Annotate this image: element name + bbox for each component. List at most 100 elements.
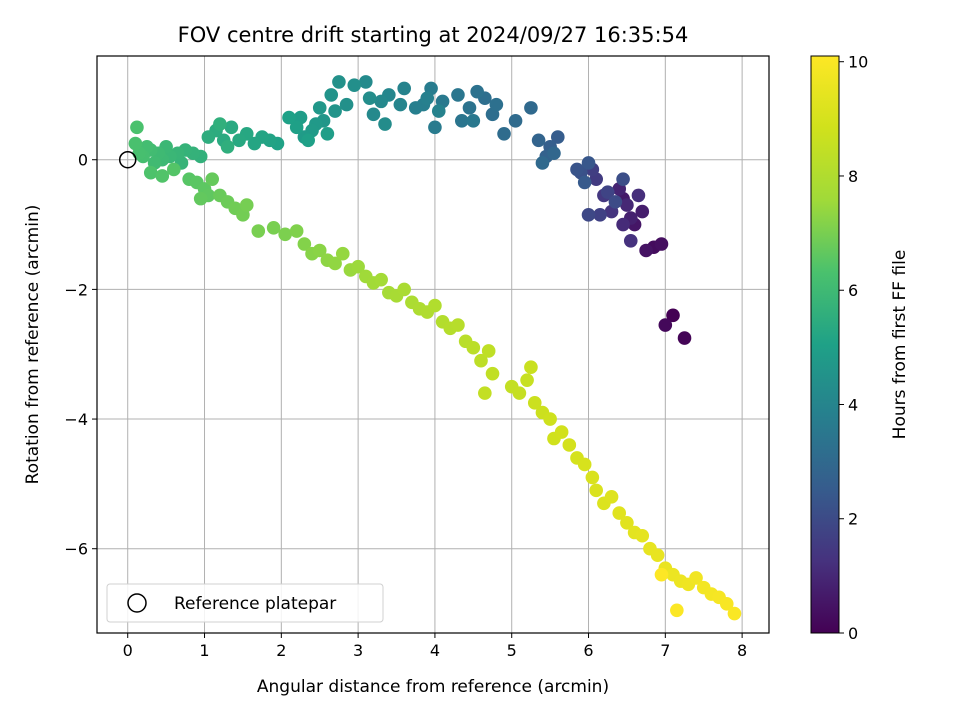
colorbar-label: Hours from first FF file [890,250,910,440]
data-point [301,133,316,148]
y-axis-label: Rotation from reference (arcmin) [23,205,43,485]
data-point [508,114,523,128]
data-point [320,126,335,141]
legend-marker-reference [127,593,147,613]
data-point [324,88,339,102]
data-point [359,75,373,89]
data-point [339,97,354,112]
data-point [658,318,673,332]
data-point [589,483,603,498]
data-point [128,136,143,151]
data-point [374,272,388,287]
data-point [577,175,592,190]
data-point [562,438,577,452]
data-point [727,606,742,621]
data-point [512,386,527,400]
y-tick-label: −6 [64,540,88,559]
data-point [397,81,412,96]
data-point [650,548,665,563]
data-point [527,396,542,410]
colorbar: 0 2 4 6 8 10 Hours from first FF file [810,53,910,643]
data-point [232,133,246,148]
data-point [351,259,365,274]
y-tick-label: 0 [78,151,88,170]
data-point [205,172,219,186]
data-point [332,75,346,89]
x-tick-label: 2 [276,641,286,660]
data-point [397,282,412,297]
data-point [462,101,477,115]
data-point [604,490,619,504]
data-point [616,217,630,232]
data-point [282,110,296,125]
colorbar-tick-label: 2 [848,510,858,529]
data-point [543,412,557,426]
data-point [455,114,469,128]
x-tick-label: 5 [507,641,517,660]
data-point [485,366,500,381]
data-point [201,130,216,144]
data-point [408,101,423,115]
data-point [378,117,392,131]
data-point [289,120,304,135]
data-point [266,221,281,235]
x-axis-label: Angular distance from reference (arcmin) [257,677,609,697]
data-point [193,191,208,206]
data-point [466,340,481,355]
scatter-points [118,75,742,621]
colorbar-gradient [810,55,840,634]
reference-platepar-marker [118,150,137,169]
data-point [247,136,262,151]
data-point [143,165,158,180]
data-point [600,185,615,199]
data-point [478,386,492,400]
data-point [593,208,607,222]
data-point [631,188,646,203]
data-point [489,97,504,112]
data-point [524,360,538,374]
data-point [335,246,350,261]
x-tick-label: 4 [430,641,440,660]
data-point [451,318,465,332]
data-point [239,198,254,212]
data-point [312,243,327,258]
data-point [428,120,442,135]
data-point [654,567,669,582]
data-point [524,101,538,115]
legend: Reference platepar [106,583,384,623]
data-point [130,120,144,135]
data-point [297,237,312,251]
data-point [581,156,596,170]
axis-ticks: 0 1 2 3 4 5 6 7 8 0 −2 −4 −6 [64,151,747,660]
y-tick-label: −2 [64,280,88,299]
data-point [289,224,304,238]
data-point [531,133,546,148]
data-point [608,195,623,209]
data-point [577,457,592,472]
data-point [620,198,634,212]
data-point [535,156,550,170]
data-point [554,425,569,439]
data-point [213,117,227,131]
data-point [420,91,435,105]
data-point [719,597,734,611]
data-point [570,162,584,177]
data-point [635,528,650,543]
x-tick-label: 3 [353,641,363,660]
colorbar-tick-label: 8 [848,167,858,186]
x-tick-label: 7 [660,641,670,660]
x-tick-label: 8 [737,641,747,660]
data-point [393,97,408,112]
x-tick-label: 0 [123,641,133,660]
chart-title: FOV centre drift starting at 2024/09/27 … [178,23,689,47]
data-point [474,353,488,368]
data-point [689,571,703,585]
data-point [666,308,680,323]
data-point [581,208,596,222]
data-point [220,139,235,154]
data-point [670,603,684,618]
data-point [328,256,342,271]
data-point [616,172,630,186]
colorbar-tick-label: 4 [848,395,858,414]
